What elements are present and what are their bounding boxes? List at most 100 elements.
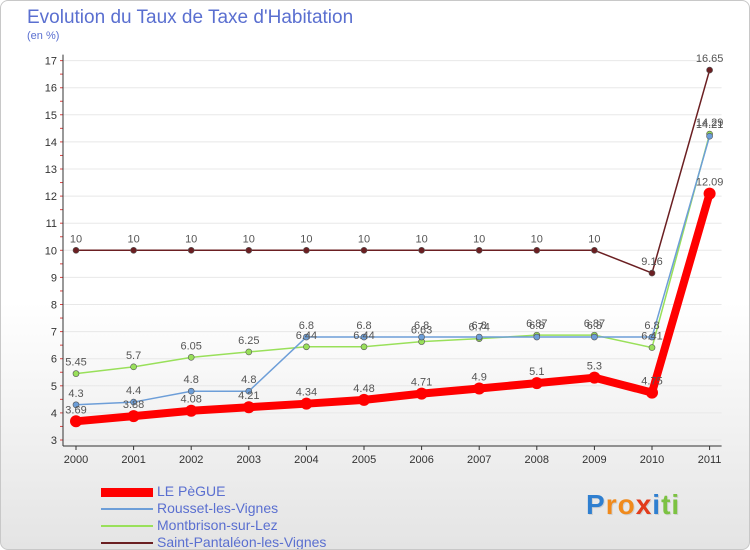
data-point [300,397,313,410]
x-tick-label: 2004 [294,454,318,466]
legend-swatch [101,525,153,527]
data-label: 14.29 [696,117,724,129]
y-tick-label: 11 [46,218,57,230]
data-label: 10 [415,233,427,245]
data-label: 5.3 [587,361,602,373]
y-tick-label: 9 [51,272,57,284]
y-tick-label: 8 [51,300,57,312]
data-label: 4.75 [641,376,662,388]
data-label: 4.8 [184,374,199,386]
data-label: 6.8 [356,320,371,332]
y-tick-label: 10 [45,245,57,257]
data-label: 6.41 [641,331,662,343]
data-label: 10 [358,233,370,245]
data-label: 6.8 [299,320,314,332]
data-label: 6.44 [296,330,317,342]
data-point [127,410,140,423]
x-tick-label: 2003 [237,454,261,466]
data-point [648,269,656,277]
data-label: 10 [588,233,600,245]
y-tick-label: 6 [51,354,57,366]
legend-label: LE PèGUE [157,483,226,499]
proxiti-logo: Proxiti [586,489,680,521]
data-point [130,398,137,406]
data-label: 12.09 [696,177,724,189]
data-label: 6.8 [529,320,544,332]
data-point [245,247,253,254]
data-label: 10 [300,233,312,245]
logo-letter: i [671,489,681,520]
data-point [130,363,137,371]
data-point [130,247,137,254]
data-point [360,247,368,254]
data-point [418,333,425,341]
data-label: 6.74 [468,322,489,334]
legend-label: Rousset-les-Vignes [157,500,279,516]
logo-letter: r [605,489,618,520]
data-label: 4.21 [238,390,259,402]
data-point [303,333,310,341]
data-point [187,354,195,361]
data-point [245,348,253,356]
data-point [588,371,601,384]
logo-letter: P [586,489,606,520]
y-tick-label: 14 [45,137,57,149]
data-point [591,247,598,254]
logo-letter: i [652,489,662,520]
series-line [75,135,711,406]
data-point [418,247,425,254]
data-label: 9.16 [641,256,662,268]
data-point [648,344,656,351]
data-label: 6.8 [414,320,429,332]
legend-label: Montbrison-sur-Lez [157,517,278,533]
data-label: 10 [531,233,543,245]
y-tick-label: 5 [51,381,57,393]
logo-letter: t [661,489,672,520]
legend-swatch [101,488,153,497]
data-label: 4.3 [68,388,83,400]
data-point [530,377,543,390]
data-label: 4.48 [353,383,374,395]
data-point [533,247,541,254]
data-label: 10 [185,233,197,245]
data-point [646,386,658,399]
legend-label: Saint-Pantaléon-les-Vignes [157,534,327,550]
series-line [72,189,714,426]
data-label: 6.87 [584,318,605,330]
data-point [473,382,486,395]
data-label: 4.4 [126,385,141,397]
data-point [533,333,541,341]
y-tick-label: 3 [51,435,57,447]
data-point [475,333,483,341]
x-tick-label: 2005 [352,454,376,466]
data-label: 3.69 [65,404,86,416]
data-point [360,343,368,351]
data-label: 10 [243,233,255,245]
data-label: 10 [70,233,82,245]
data-point [242,401,255,414]
data-label: 6.05 [180,340,201,352]
chart-title: Evolution du Taux de Taxe d'Habitation [27,7,354,28]
data-label: 3.88 [123,399,144,411]
data-label: 4.71 [411,377,432,389]
data-label: 4.9 [472,372,487,384]
legend-swatch [101,542,153,544]
y-tick-label: 4 [51,408,57,420]
data-point [706,66,713,74]
data-label: 6.63 [411,325,432,337]
data-point [187,247,195,254]
data-point [72,247,80,254]
logo-letter: o [617,489,636,520]
x-tick-label: 2006 [409,454,433,466]
data-point [415,387,428,400]
data-point [303,343,310,351]
data-label: 4.8 [241,374,256,386]
x-tick-label: 2002 [179,454,203,466]
data-label: 6.8 [644,320,659,332]
legend-swatch [101,508,153,510]
series-line [75,69,711,274]
x-tick-label: 2011 [698,454,722,466]
chart-subtitle: (en %) [27,30,60,42]
